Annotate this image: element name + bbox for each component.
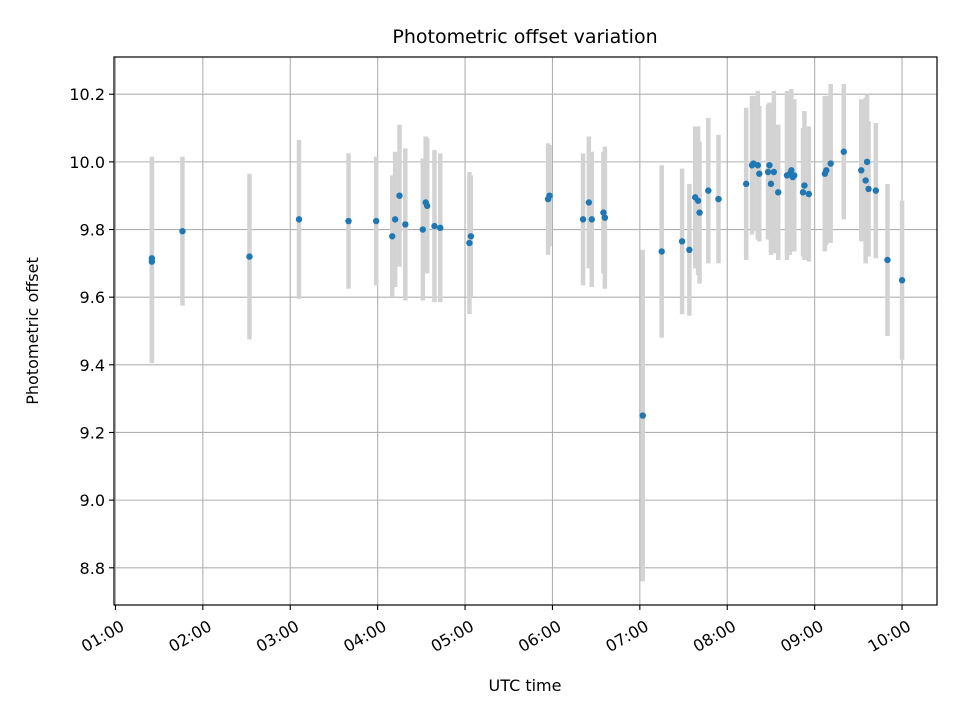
data-point [694, 197, 702, 204]
data-point [686, 246, 693, 254]
y-tick-label: 9.0 [80, 491, 105, 510]
data-point [696, 209, 703, 216]
x-tick-label: 02:00 [165, 616, 214, 656]
data-point [678, 238, 686, 245]
y-tick-label: 10.0 [69, 153, 105, 172]
data-point [389, 233, 396, 240]
x-tick-label: 09:00 [777, 616, 826, 656]
data-point [466, 239, 473, 247]
data-point [423, 202, 431, 210]
data-point [585, 199, 593, 206]
data-point [756, 170, 763, 177]
data-point [588, 216, 595, 223]
data-point [799, 189, 807, 196]
data-point [639, 412, 646, 419]
plot-background [114, 57, 937, 605]
chart-title: Photometric offset variation [392, 26, 657, 48]
x-tick-label: 04:00 [340, 616, 389, 656]
data-point [246, 253, 253, 260]
x-tick-label: 10:00 [865, 616, 914, 656]
x-tick-label: 01:00 [78, 616, 127, 656]
data-point [431, 222, 438, 230]
y-tick-label: 9.2 [80, 423, 105, 442]
data-point [863, 158, 871, 166]
data-point [467, 233, 475, 240]
x-tick-label: 05:00 [428, 616, 477, 656]
data-point [858, 167, 865, 174]
data-point [865, 185, 872, 193]
x-tick-label: 06:00 [515, 616, 564, 656]
y-tick-label: 9.8 [80, 221, 105, 240]
y-tick-label: 9.6 [80, 288, 105, 307]
grid-lines [114, 57, 937, 605]
data-point [827, 160, 834, 167]
x-tick-label: 07:00 [602, 616, 651, 656]
data-point [419, 226, 427, 233]
data-point [862, 177, 869, 184]
data-point [754, 162, 762, 169]
data-point [872, 187, 880, 194]
data-point [898, 277, 906, 284]
data-point [179, 228, 186, 235]
data-point [767, 180, 775, 188]
data-point [295, 216, 303, 223]
y-tick-label: 8.8 [80, 559, 105, 578]
data-point [372, 217, 380, 225]
data-point [402, 221, 409, 228]
data-point [601, 214, 609, 221]
x-tick-label: 03:00 [253, 616, 302, 656]
data-point [396, 192, 403, 199]
data-point [546, 192, 553, 199]
data-point [770, 168, 778, 176]
y-axis-label: Photometric offset [23, 257, 42, 405]
data-point [801, 182, 808, 189]
data-point [805, 190, 813, 198]
y-tick-label: 10.2 [69, 85, 105, 104]
data-points [148, 148, 906, 419]
data-point [391, 216, 399, 223]
data-point [791, 172, 798, 179]
axes-frame [113, 56, 938, 606]
data-point [658, 248, 665, 255]
data-point [715, 195, 722, 203]
data-point [579, 216, 587, 223]
data-point [705, 187, 712, 194]
x-axis-label: UTC time [489, 676, 562, 695]
y-axis-ticks: 8.8 9.0 9.2 9.4 9.6 9.8 10.0 10.2 [69, 85, 114, 578]
data-point [823, 167, 830, 174]
data-point [345, 217, 352, 225]
data-point [764, 168, 772, 176]
x-axis-ticks: 01:00 02:00 03:00 04:00 05:00 06:00 07:00 08:00… [78, 605, 914, 656]
data-point [742, 180, 750, 188]
data-point [788, 167, 795, 174]
x-tick-label: 08:00 [690, 616, 739, 656]
data-point [148, 255, 156, 262]
data-point [775, 189, 782, 196]
data-point [840, 148, 847, 155]
data-point [600, 209, 607, 216]
y-tick-label: 9.4 [80, 356, 105, 375]
data-point [766, 162, 773, 169]
data-point [437, 224, 444, 232]
data-point [884, 256, 891, 264]
